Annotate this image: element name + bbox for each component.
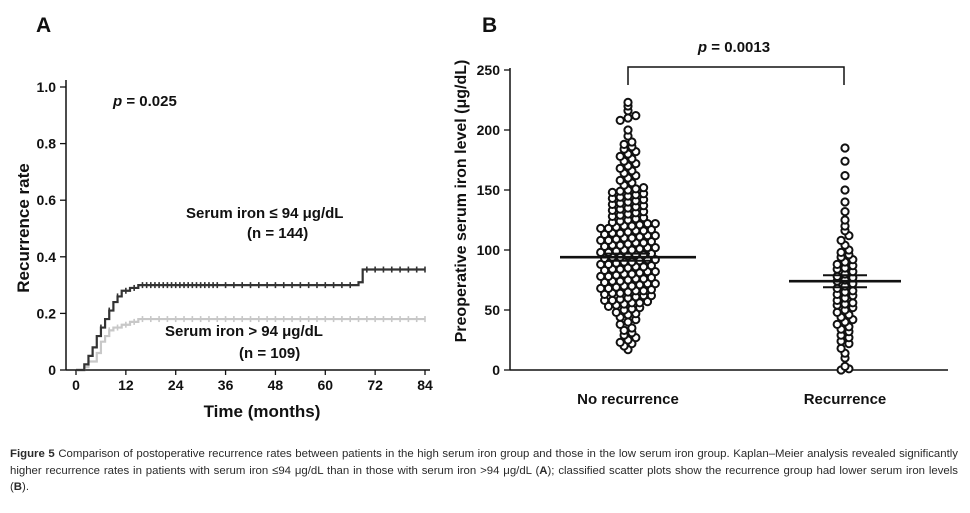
scatter-point: [623, 97, 633, 108]
scatter-point: [607, 187, 618, 197]
scatter-point: [848, 298, 858, 308]
km-x-tick-label: 12: [118, 377, 134, 393]
km-y-tick-label: 0.4: [37, 249, 57, 265]
caption-ref-a: A: [539, 464, 548, 477]
scatter-point: [615, 151, 625, 161]
scatter-y-tick-label: 200: [477, 122, 501, 138]
km-x-tick-label: 84: [417, 377, 433, 393]
scatter-y-tick-label: 150: [477, 182, 501, 198]
scatter-point: [607, 295, 618, 305]
scatter-y-tick-label: 50: [484, 302, 500, 318]
km-x-tick-label: 72: [367, 377, 383, 393]
figure-canvas: A Recurrence rate Time (months) p = 0.02…: [14, 14, 948, 421]
km-y-tick-label: 0.6: [37, 192, 57, 208]
scatter-point: [836, 247, 846, 257]
panel-b-letter: B: [482, 14, 497, 37]
scatter-p-letter: p: [697, 39, 707, 56]
scatter-point: [639, 183, 649, 193]
scatter-point: [615, 337, 625, 347]
scatter-point: [623, 317, 633, 327]
km-p-value: p = 0.025: [112, 93, 177, 110]
scatter-y-axis-label: Preoperative serum iron level (μg/dL): [453, 60, 470, 343]
caption-text-2: ); classified scatter plots show the rec…: [10, 464, 958, 494]
scatter-plot: Preoperative serum iron level (μg/dL) p …: [453, 39, 948, 408]
scatter-point: [623, 125, 633, 135]
scatter-point: [615, 175, 625, 185]
figure-caption: Figure 5 Comparison of postoperative rec…: [10, 446, 958, 496]
scatter-point: [840, 143, 850, 153]
km-x-tick-label: 48: [268, 377, 284, 393]
km-plot: Recurrence rate Time (months) p = 0.025 …: [14, 79, 433, 421]
caption-label: Figure 5: [10, 448, 55, 460]
km-y-tick-label: 1.0: [37, 79, 57, 95]
scatter-category-label: Recurrence: [804, 391, 887, 408]
scatter-point: [611, 307, 621, 317]
km-y-tick-label: 0.2: [37, 305, 57, 321]
scatter-point: [840, 207, 850, 217]
km-x-tick-label: 0: [72, 377, 80, 393]
km-series-low-label: Serum iron ≤ 94 μg/dL: [186, 205, 343, 222]
caption-ref-b: B: [13, 481, 23, 493]
km-series-high-label: Serum iron > 94 μg/dL: [165, 323, 323, 340]
scatter-y-tick-label: 250: [477, 62, 501, 78]
scatter-point: [832, 271, 842, 281]
km-x-tick-label: 60: [317, 377, 333, 393]
scatter-point: [615, 115, 625, 126]
scatter-point: [650, 219, 660, 229]
km-series-high-n: (n = 109): [239, 345, 300, 362]
scatter-y-tick-label: 100: [477, 242, 501, 258]
scatter-point: [832, 283, 842, 293]
scatter-point: [836, 235, 846, 245]
scatter-point: [840, 171, 850, 181]
scatter-point: [615, 319, 625, 329]
significance-bracket: [627, 66, 845, 85]
km-p-letter: p: [112, 93, 122, 110]
scatter-point: [832, 319, 842, 329]
km-y-tick-label: 0: [48, 362, 56, 378]
scatter-p-value: p = 0.0013: [697, 39, 770, 56]
panel-a-letter: A: [36, 14, 51, 37]
scatter-point: [619, 139, 629, 149]
caption-text-3: ).: [22, 481, 29, 493]
scatter-point: [840, 215, 850, 225]
scatter-p-number: = 0.0013: [707, 39, 770, 56]
scatter-point: [840, 197, 850, 207]
scatter-point: [832, 307, 842, 317]
km-x-axis-label: Time (months): [204, 402, 321, 421]
km-y-axis-label: Recurrence rate: [14, 163, 33, 292]
km-p-number: = 0.025: [122, 93, 177, 110]
scatter-point: [596, 223, 606, 233]
scatter-point: [840, 156, 850, 166]
scatter-point: [836, 343, 846, 353]
scatter-category-label: No recurrence: [577, 391, 679, 408]
km-series-low-n: (n = 144): [247, 225, 308, 242]
scatter-point: [615, 163, 625, 173]
scatter-point: [840, 361, 850, 371]
scatter-point: [840, 185, 850, 195]
km-x-tick-label: 24: [168, 377, 184, 393]
km-x-tick-label: 36: [218, 377, 234, 393]
caption-text-1: Comparison of postoperative recurrence r…: [10, 448, 958, 477]
scatter-point: [623, 113, 633, 123]
scatter-point: [832, 259, 842, 269]
scatter-y-tick-label: 0: [492, 362, 500, 378]
scatter-point: [631, 111, 641, 121]
scatter-point: [848, 286, 858, 296]
km-y-tick-label: 0.8: [37, 136, 57, 152]
